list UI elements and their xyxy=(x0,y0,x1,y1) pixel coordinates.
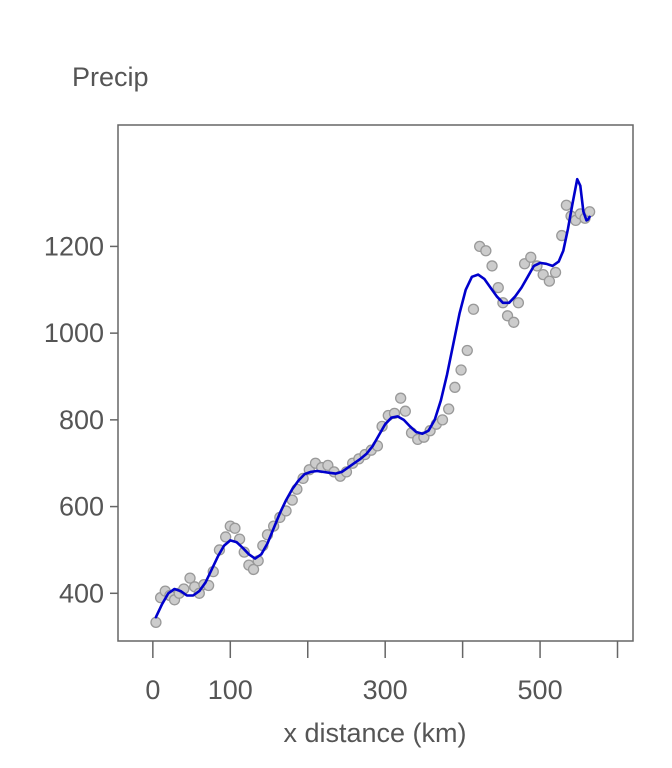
y-tick-label: 1000 xyxy=(44,318,104,348)
data-point xyxy=(184,572,196,584)
data-point xyxy=(461,344,473,357)
data-point xyxy=(247,563,260,576)
y-axis: 400 600 800 1000 1200 xyxy=(44,231,118,608)
y-tick-label: 400 xyxy=(59,578,104,608)
data-point xyxy=(238,546,250,558)
data-point xyxy=(449,381,461,393)
data-point xyxy=(480,245,492,257)
data-point xyxy=(297,472,309,485)
data-point xyxy=(467,303,480,315)
data-point xyxy=(583,206,596,218)
data-point xyxy=(455,364,467,376)
data-point xyxy=(508,316,520,328)
data-point xyxy=(492,281,504,294)
y-tick-label: 1200 xyxy=(44,231,104,261)
data-point xyxy=(525,251,537,263)
data-point xyxy=(443,403,455,415)
x-tick-label: 100 xyxy=(208,675,253,705)
x-tick-label: 500 xyxy=(518,675,563,705)
data-point xyxy=(486,260,498,272)
x-axis: 0 100 300 500 xyxy=(145,641,619,705)
data-point xyxy=(549,266,562,279)
data-point xyxy=(543,275,556,287)
y-tick-label: 800 xyxy=(59,405,104,435)
data-point xyxy=(512,297,525,309)
x-axis-title: x distance (km) xyxy=(283,718,466,748)
data-point xyxy=(395,392,407,404)
plot-frame xyxy=(117,124,634,642)
data-point xyxy=(150,616,162,629)
x-tick-label: 300 xyxy=(363,675,408,705)
data-point xyxy=(399,405,411,417)
data-point xyxy=(219,531,232,543)
data-point xyxy=(560,199,573,211)
smooth-fit-line xyxy=(154,177,591,619)
x-tick-label: 0 xyxy=(145,675,160,705)
data-point xyxy=(436,414,449,426)
points-layer xyxy=(150,199,596,629)
chart-title: Precip xyxy=(72,62,149,92)
data-point xyxy=(229,522,241,534)
y-tick-label: 600 xyxy=(59,492,104,522)
